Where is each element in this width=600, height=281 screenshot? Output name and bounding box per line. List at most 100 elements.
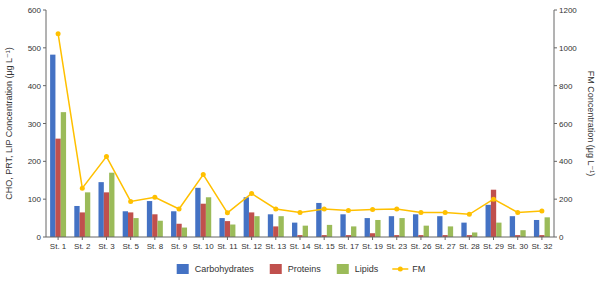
tick-label: 600 [28, 6, 42, 15]
bar [171, 211, 176, 237]
line-marker [346, 208, 351, 213]
bar [278, 216, 283, 237]
bar [219, 218, 224, 237]
bar [109, 173, 114, 237]
tick-label: 0 [559, 233, 564, 242]
tick [43, 161, 46, 162]
bar [486, 205, 491, 237]
line-marker [249, 191, 254, 196]
tick [554, 161, 557, 162]
bar-series [50, 55, 539, 237]
line-marker [418, 210, 423, 215]
bar [61, 112, 66, 237]
tick-label: 600 [559, 120, 573, 129]
legend-swatch [270, 264, 282, 274]
line-marker [80, 186, 85, 191]
tick-label: St. 30 [507, 242, 528, 251]
line-marker [443, 210, 448, 215]
tick [396, 237, 397, 240]
tick [106, 237, 107, 240]
tick-label: St. 11 [217, 242, 238, 251]
bar [128, 212, 133, 237]
tick [154, 237, 155, 240]
legend-label: Carbohydrates [195, 264, 255, 274]
bar [104, 192, 109, 237]
bar [534, 220, 539, 237]
tick-label: St. 5 [122, 242, 139, 251]
legend-label: FM [412, 264, 425, 274]
bar [268, 214, 273, 237]
line-marker [322, 207, 327, 212]
bar [424, 226, 429, 237]
tick [554, 237, 557, 238]
bar [520, 230, 525, 237]
bar [316, 203, 321, 237]
bar [244, 197, 249, 237]
legend-label: Proteins [288, 264, 322, 274]
bar [152, 214, 157, 237]
bar [448, 226, 453, 237]
bar [389, 216, 394, 237]
tick [43, 10, 46, 11]
tick-label: St. 10 [193, 242, 214, 251]
bar [158, 221, 163, 237]
line-marker [152, 195, 157, 200]
tick-label: St. 9 [171, 242, 188, 251]
line-marker [201, 172, 206, 177]
bar [510, 216, 515, 237]
tick-label: 800 [559, 82, 573, 91]
tick-label: 1000 [559, 44, 577, 53]
tick-label: St. 14 [290, 242, 311, 251]
tick [43, 199, 46, 200]
bar [195, 188, 200, 237]
bar [85, 192, 90, 237]
tick-label: St. 29 [483, 242, 504, 251]
bar [437, 216, 442, 237]
legend-label: Lipids [355, 264, 379, 274]
tick [251, 237, 252, 240]
bar [273, 226, 278, 237]
tick [203, 237, 204, 240]
legend-swatch [177, 264, 189, 274]
tick-label: St. 26 [410, 242, 431, 251]
tick-label: 0 [37, 233, 42, 242]
bar [147, 201, 152, 237]
bar [545, 217, 550, 237]
tick-label: St. 1 [50, 242, 67, 251]
bar [292, 223, 297, 237]
bar [182, 228, 187, 237]
line [58, 34, 542, 215]
tick [554, 85, 557, 86]
tick-label: St. 27 [435, 242, 456, 251]
tick-label: St. 13 [265, 242, 286, 251]
tick-label: St. 28 [459, 242, 480, 251]
tick [493, 237, 494, 240]
bar [370, 233, 375, 237]
bar [74, 206, 79, 237]
tick [58, 237, 59, 240]
legend-item: Lipids [337, 264, 379, 274]
tick-label: St. 12 [241, 242, 262, 251]
line-marker [273, 207, 278, 212]
bar [225, 221, 230, 237]
tick-label: St. 8 [147, 242, 164, 251]
tick-label: St. 2 [74, 242, 91, 251]
bar [133, 218, 138, 237]
bar [351, 226, 356, 237]
bar [327, 225, 332, 237]
legend-item: Carbohydrates [177, 264, 255, 274]
tick-label: 100 [28, 195, 42, 204]
bar [50, 55, 55, 237]
tick-label: St. 17 [338, 242, 359, 251]
legend-item: Proteins [270, 264, 322, 274]
tick [43, 123, 46, 124]
bar [472, 232, 477, 237]
line-marker [104, 154, 109, 159]
bar [491, 190, 496, 237]
tick-label: St. 3 [98, 242, 115, 251]
bar [230, 225, 235, 237]
tick-label: 200 [559, 195, 573, 204]
bar [206, 197, 211, 237]
line-marker [467, 212, 472, 217]
bar [55, 139, 60, 237]
